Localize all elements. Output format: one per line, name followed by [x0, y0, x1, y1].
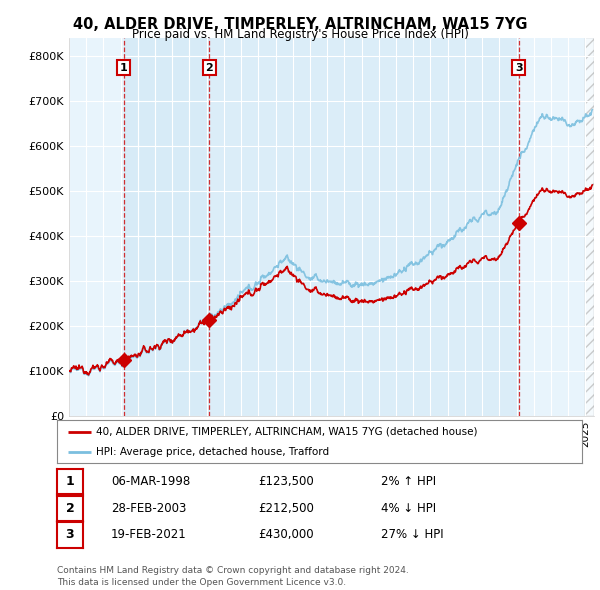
Text: 19-FEB-2021: 19-FEB-2021 — [111, 528, 187, 542]
Text: 3: 3 — [515, 63, 523, 73]
Text: 2: 2 — [65, 502, 74, 515]
Text: 28-FEB-2003: 28-FEB-2003 — [111, 502, 187, 515]
Text: 06-MAR-1998: 06-MAR-1998 — [111, 475, 190, 489]
Bar — [209, 38, 519, 416]
Bar — [586, 38, 594, 416]
Text: 2: 2 — [205, 63, 213, 73]
Text: 27% ↓ HPI: 27% ↓ HPI — [381, 528, 443, 542]
Text: 40, ALDER DRIVE, TIMPERLEY, ALTRINCHAM, WA15 7YG (detached house): 40, ALDER DRIVE, TIMPERLEY, ALTRINCHAM, … — [97, 427, 478, 437]
Text: 2% ↑ HPI: 2% ↑ HPI — [381, 475, 436, 489]
Text: £212,500: £212,500 — [258, 502, 314, 515]
Bar — [124, 38, 209, 416]
Text: 1: 1 — [65, 475, 74, 489]
Text: HPI: Average price, detached house, Trafford: HPI: Average price, detached house, Traf… — [97, 447, 329, 457]
Text: 3: 3 — [65, 528, 74, 542]
Text: £123,500: £123,500 — [258, 475, 314, 489]
Text: 40, ALDER DRIVE, TIMPERLEY, ALTRINCHAM, WA15 7YG: 40, ALDER DRIVE, TIMPERLEY, ALTRINCHAM, … — [73, 17, 527, 31]
Text: 4% ↓ HPI: 4% ↓ HPI — [381, 502, 436, 515]
Text: Price paid vs. HM Land Registry's House Price Index (HPI): Price paid vs. HM Land Registry's House … — [131, 28, 469, 41]
Text: £430,000: £430,000 — [258, 528, 314, 542]
Text: Contains HM Land Registry data © Crown copyright and database right 2024.
This d: Contains HM Land Registry data © Crown c… — [57, 566, 409, 587]
Text: 1: 1 — [119, 63, 127, 73]
